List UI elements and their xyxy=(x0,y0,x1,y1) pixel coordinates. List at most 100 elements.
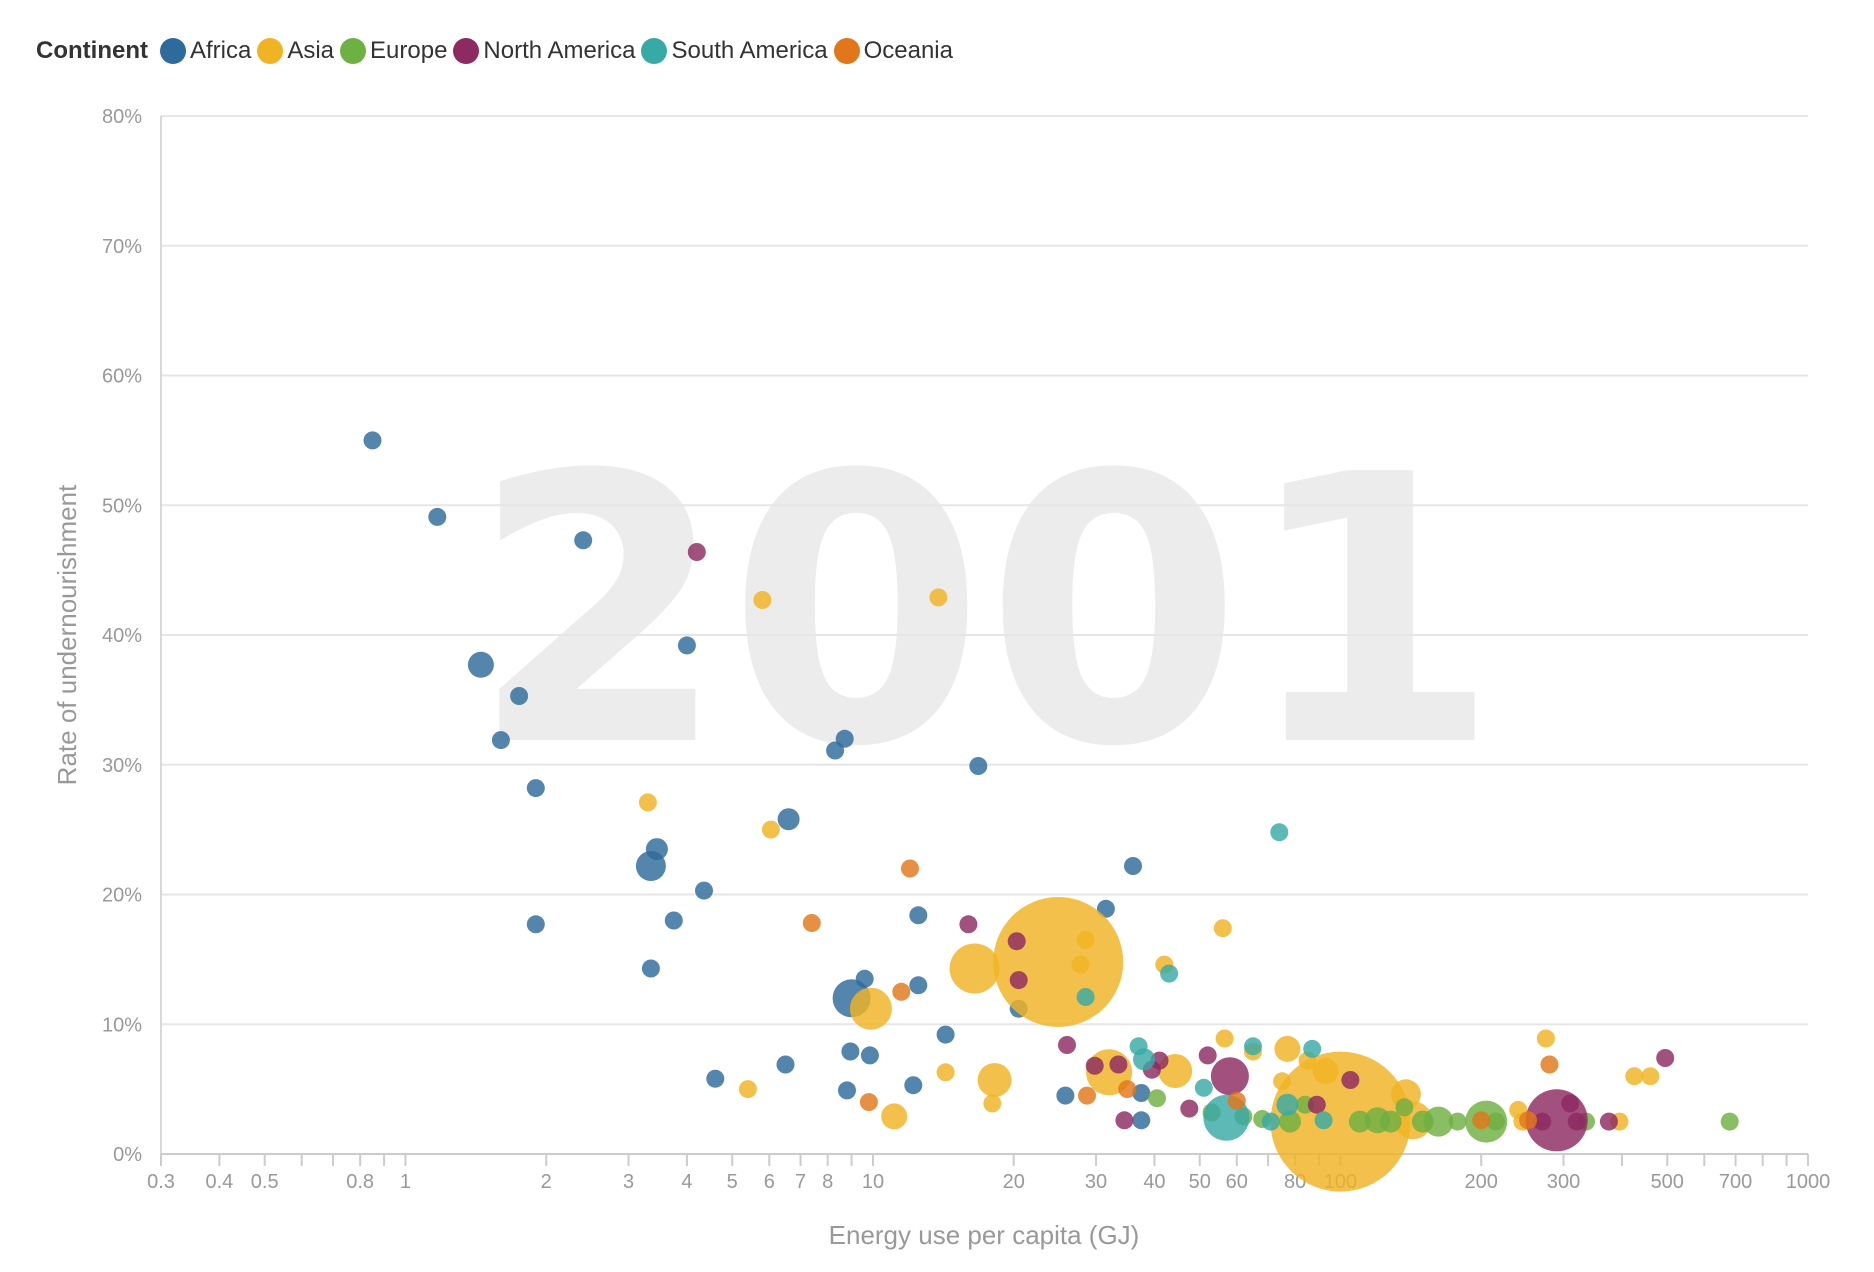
point-asia[interactable] xyxy=(638,793,657,812)
point-africa[interactable] xyxy=(574,531,593,550)
point-europe[interactable] xyxy=(1395,1098,1414,1117)
point-africa[interactable] xyxy=(677,636,696,655)
point-africa[interactable] xyxy=(969,757,988,775)
point-north-america[interactable] xyxy=(1198,1046,1217,1065)
point-south-america[interactable] xyxy=(1276,1093,1299,1116)
point-oceania[interactable] xyxy=(1227,1091,1246,1110)
point-africa[interactable] xyxy=(1132,1111,1151,1130)
point-north-america[interactable] xyxy=(1210,1057,1249,1096)
point-north-america[interactable] xyxy=(687,543,706,561)
point-africa[interactable] xyxy=(909,906,928,925)
point-europe[interactable] xyxy=(1720,1112,1739,1131)
point-africa[interactable] xyxy=(706,1069,725,1088)
point-africa[interactable] xyxy=(860,1046,879,1065)
point-asia[interactable] xyxy=(881,1103,908,1130)
point-oceania[interactable] xyxy=(1540,1055,1559,1074)
point-africa[interactable] xyxy=(826,741,845,760)
point-oceania[interactable] xyxy=(1472,1111,1491,1130)
point-africa[interactable] xyxy=(1124,857,1142,875)
point-asia[interactable] xyxy=(1213,919,1232,938)
point-africa[interactable] xyxy=(695,881,713,900)
point-asia[interactable] xyxy=(993,897,1124,1027)
point-south-america[interactable] xyxy=(1261,1112,1280,1131)
point-asia[interactable] xyxy=(1270,1051,1411,1192)
point-north-america[interactable] xyxy=(1180,1099,1199,1118)
point-africa[interactable] xyxy=(428,507,447,526)
point-africa[interactable] xyxy=(838,1081,856,1100)
point-north-america[interactable] xyxy=(1656,1049,1675,1067)
point-north-america[interactable] xyxy=(1009,971,1028,990)
point-south-america[interactable] xyxy=(1244,1037,1262,1056)
point-africa[interactable] xyxy=(363,431,382,450)
point-africa[interactable] xyxy=(664,911,683,930)
point-north-america[interactable] xyxy=(1058,1036,1076,1054)
point-south-america[interactable] xyxy=(1270,823,1289,842)
point-oceania[interactable] xyxy=(892,982,911,1001)
point-africa[interactable] xyxy=(510,687,529,705)
point-asia[interactable] xyxy=(929,588,948,607)
point-asia[interactable] xyxy=(849,987,892,1030)
point-africa[interactable] xyxy=(467,651,494,678)
point-oceania[interactable] xyxy=(1519,1111,1538,1130)
point-africa[interactable] xyxy=(936,1025,955,1044)
point-north-america[interactable] xyxy=(1561,1094,1580,1113)
point-africa[interactable] xyxy=(776,1055,795,1074)
point-europe[interactable] xyxy=(1148,1089,1166,1108)
point-africa[interactable] xyxy=(1132,1084,1151,1102)
point-europe[interactable] xyxy=(1486,1112,1505,1131)
point-south-america[interactable] xyxy=(1076,988,1095,1006)
legend-item-south-america[interactable]: South America xyxy=(641,37,828,65)
point-africa[interactable] xyxy=(1096,899,1115,918)
point-africa[interactable] xyxy=(491,731,510,750)
point-north-america[interactable] xyxy=(1007,932,1026,951)
point-asia[interactable] xyxy=(738,1080,757,1099)
point-asia[interactable] xyxy=(1536,1029,1555,1048)
point-north-america[interactable] xyxy=(1341,1071,1360,1089)
point-asia[interactable] xyxy=(983,1094,1002,1113)
point-africa[interactable] xyxy=(1056,1086,1075,1105)
point-europe[interactable] xyxy=(1448,1112,1467,1131)
legend-item-africa[interactable]: Africa xyxy=(159,37,251,65)
point-asia[interactable] xyxy=(936,1063,955,1082)
point-africa[interactable] xyxy=(641,959,660,978)
point-africa[interactable] xyxy=(841,1042,860,1061)
point-africa[interactable] xyxy=(904,1076,923,1095)
point-asia[interactable] xyxy=(1215,1029,1234,1048)
point-asia[interactable] xyxy=(1641,1067,1660,1086)
point-asia[interactable] xyxy=(753,591,772,609)
point-north-america[interactable] xyxy=(1085,1056,1104,1075)
point-north-america[interactable] xyxy=(1109,1055,1128,1074)
point-africa[interactable] xyxy=(909,976,928,995)
point-africa[interactable] xyxy=(635,851,666,881)
point-north-america[interactable] xyxy=(1567,1112,1586,1131)
point-europe[interactable] xyxy=(1423,1106,1454,1137)
legend-item-asia[interactable]: Asia xyxy=(257,37,334,65)
point-north-america[interactable] xyxy=(1599,1112,1618,1131)
point-asia[interactable] xyxy=(1312,1058,1339,1084)
legend-item-europe[interactable]: Europe xyxy=(340,37,447,65)
point-asia[interactable] xyxy=(1071,955,1090,974)
point-europe[interactable] xyxy=(1279,1110,1301,1133)
point-asia[interactable] xyxy=(977,1063,1012,1097)
point-asia[interactable] xyxy=(1076,930,1095,949)
point-north-america[interactable] xyxy=(959,915,978,934)
point-africa[interactable] xyxy=(777,808,800,831)
point-africa[interactable] xyxy=(526,779,545,798)
point-africa[interactable] xyxy=(526,915,545,934)
point-oceania[interactable] xyxy=(859,1093,878,1112)
point-oceania[interactable] xyxy=(1078,1086,1096,1105)
point-oceania[interactable] xyxy=(901,859,919,878)
point-asia[interactable] xyxy=(1625,1067,1644,1086)
point-south-america[interactable] xyxy=(1133,1048,1155,1071)
point-asia[interactable] xyxy=(761,820,780,839)
point-asia[interactable] xyxy=(1274,1035,1301,1062)
legend-item-north-america[interactable]: North America xyxy=(453,37,635,65)
point-south-america[interactable] xyxy=(1160,964,1179,983)
point-asia[interactable] xyxy=(949,943,1000,994)
legend-item-oceania[interactable]: Oceania xyxy=(833,37,953,65)
point-north-america[interactable] xyxy=(1307,1095,1326,1114)
point-south-america[interactable] xyxy=(1303,1039,1322,1058)
point-north-america[interactable] xyxy=(1115,1111,1134,1130)
point-oceania[interactable] xyxy=(1118,1080,1137,1099)
point-south-america[interactable] xyxy=(1314,1111,1333,1130)
